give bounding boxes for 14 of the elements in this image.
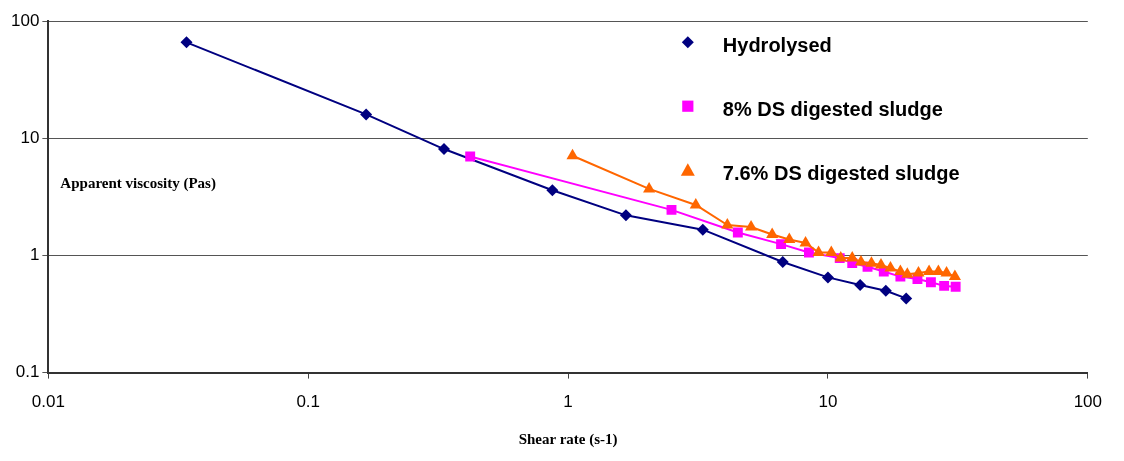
y-tick-label: 1 (29, 245, 40, 265)
x-tick-label: 0.01 (31, 392, 65, 412)
x-tick-label: 10 (818, 392, 838, 412)
y-tick-label: 0.1 (15, 362, 40, 382)
x-axis-title: Shear rate (s-1) (518, 430, 618, 448)
x-tick-label: 1 (563, 392, 573, 412)
y-tick-label: 10 (20, 128, 40, 148)
y-axis-title: Apparent viscosity (Pas) (60, 175, 216, 193)
y-tick-label: 100 (10, 10, 40, 30)
x-tick-label: 100 (1073, 392, 1103, 412)
x-tick-label: 0.1 (296, 392, 321, 412)
legend-label: 7.6% DS digested sludge (722, 161, 960, 184)
legend-label: 8% DS digested sludge (722, 97, 943, 120)
legend-label: Hydrolysed (722, 33, 832, 56)
